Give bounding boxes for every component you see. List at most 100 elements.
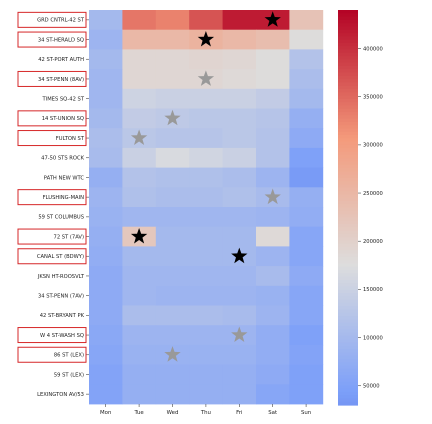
colorbar-segment bbox=[338, 355, 358, 360]
heatmap-cell bbox=[256, 246, 290, 267]
colorbar-segment bbox=[338, 253, 358, 258]
colorbar-segment bbox=[338, 33, 358, 37]
heatmap-cell bbox=[256, 364, 290, 385]
colorbar-segment bbox=[338, 207, 358, 212]
colorbar-segment bbox=[338, 276, 358, 281]
colorbar-segment bbox=[338, 112, 358, 116]
colorbar-segment bbox=[338, 352, 358, 357]
heatmap-cell bbox=[222, 29, 257, 50]
heatmap-cell bbox=[122, 305, 157, 326]
colorbar-segment bbox=[338, 372, 358, 376]
heatmap-cell bbox=[289, 207, 324, 228]
colorbar-segment bbox=[338, 247, 358, 251]
star-markers bbox=[130, 11, 281, 362]
colorbar-segment bbox=[338, 138, 358, 143]
heatmap-cell bbox=[256, 167, 290, 188]
heatmap-cell bbox=[222, 384, 257, 405]
station-label: FULTON ST bbox=[56, 136, 85, 142]
colorbar-segment bbox=[338, 59, 358, 64]
colorbar-segment bbox=[338, 217, 358, 222]
star-marker bbox=[164, 109, 181, 126]
colorbar-segment bbox=[338, 243, 358, 248]
station-label: 34 ST-PENN (8AV) bbox=[38, 77, 84, 83]
star-marker bbox=[130, 129, 148, 146]
heatmap-cell bbox=[89, 88, 123, 109]
star-marker bbox=[231, 247, 248, 264]
heatmap-cell bbox=[155, 10, 190, 31]
heatmap-cell bbox=[289, 147, 324, 168]
heatmap-cell bbox=[189, 246, 223, 267]
heatmap-cell bbox=[89, 29, 123, 50]
colorbar-tick-label: 50000 bbox=[363, 384, 380, 390]
heatmap-cell bbox=[289, 49, 324, 70]
colorbar-segment bbox=[338, 75, 358, 80]
heatmap-cell bbox=[256, 285, 290, 306]
heatmap-cell bbox=[222, 147, 257, 168]
colorbar-segment bbox=[338, 299, 358, 304]
colorbar-segment bbox=[338, 82, 358, 87]
heatmap-cell bbox=[222, 285, 257, 306]
colorbar-segment bbox=[338, 13, 358, 18]
day-label: Sat bbox=[268, 410, 277, 416]
colorbar-segment bbox=[338, 19, 358, 24]
colorbar-segment bbox=[338, 398, 358, 403]
heatmap-cell bbox=[89, 187, 123, 208]
heatmap-cell bbox=[289, 88, 324, 109]
colorbar-segment bbox=[338, 161, 358, 166]
colorbar-segment bbox=[338, 329, 358, 334]
heatmap-cell bbox=[122, 167, 157, 188]
colorbar-segment bbox=[338, 240, 358, 245]
colorbar-segment bbox=[338, 128, 358, 133]
colorbar-segment bbox=[338, 197, 358, 202]
colorbar-segment bbox=[338, 342, 358, 347]
star-marker bbox=[231, 326, 248, 343]
heatmap-cell bbox=[122, 364, 157, 385]
colorbar-segment bbox=[338, 395, 358, 400]
heatmap-cell bbox=[155, 246, 190, 267]
heatmap-cell bbox=[122, 384, 157, 405]
colorbar-segment bbox=[338, 326, 358, 330]
heatmap-cells bbox=[89, 10, 324, 405]
colorbar-segment bbox=[338, 42, 358, 47]
colorbar-segment bbox=[338, 144, 358, 149]
heatmap-cell bbox=[122, 187, 157, 208]
heatmap-cell bbox=[155, 49, 190, 70]
heatmap-cell bbox=[189, 344, 223, 365]
heatmap-cell bbox=[289, 10, 324, 31]
colorbar-segment bbox=[338, 98, 358, 103]
heatmap-cell bbox=[89, 167, 123, 188]
heatmap-cell bbox=[256, 69, 290, 90]
heatmap-cell bbox=[189, 108, 223, 129]
colorbar-tick-label: 400000 bbox=[363, 46, 383, 52]
star-marker bbox=[164, 346, 181, 362]
heatmap-cell bbox=[189, 88, 223, 109]
colorbar-segment bbox=[338, 312, 358, 317]
colorbar-segment bbox=[338, 204, 358, 209]
colorbar-segment bbox=[338, 46, 358, 51]
colorbar-segment bbox=[338, 375, 358, 380]
colorbar-segment bbox=[338, 168, 358, 172]
heatmap-cell bbox=[289, 226, 324, 247]
heatmap-cell bbox=[289, 325, 324, 346]
colorbar-segment bbox=[338, 29, 358, 34]
heatmap-cell bbox=[222, 364, 257, 385]
colorbar-segment bbox=[338, 200, 358, 205]
heatmap-cell bbox=[256, 305, 290, 326]
heatmap-cell bbox=[289, 285, 324, 306]
colorbar-segment bbox=[338, 10, 358, 14]
heatmap-cell bbox=[222, 344, 257, 365]
colorbar-segment bbox=[338, 102, 358, 107]
station-label: 42 ST-PORT AUTH bbox=[38, 57, 84, 63]
colorbar-segment bbox=[338, 108, 358, 113]
colorbar-segment bbox=[338, 121, 358, 126]
heatmap-cell bbox=[289, 266, 324, 287]
heatmap-cell bbox=[222, 69, 257, 90]
colorbar-segment bbox=[338, 345, 358, 350]
station-label: PATH NEW WTC bbox=[44, 175, 85, 181]
heatmap-cell bbox=[122, 246, 157, 267]
colorbar-segment bbox=[338, 52, 358, 57]
colorbar-segment bbox=[338, 230, 358, 235]
heatmap-cell bbox=[155, 266, 190, 287]
heatmap-cell bbox=[155, 88, 190, 109]
